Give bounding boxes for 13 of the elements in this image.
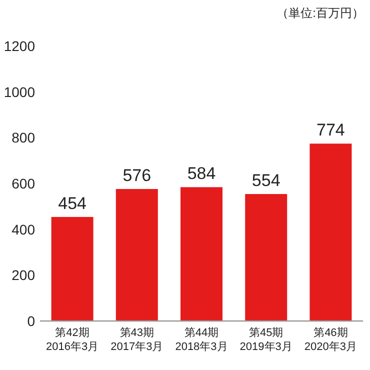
y-tick-label: 1200 xyxy=(4,38,36,54)
y-tick-label: 1000 xyxy=(4,84,36,100)
y-tick-label: 400 xyxy=(12,221,36,238)
x-tick-label: 第43期 2017年3月 xyxy=(110,327,164,353)
y-tick-label: 200 xyxy=(12,267,36,284)
y-tick-label: 800 xyxy=(12,130,36,146)
ylabel: （単位:百万円） xyxy=(276,6,364,20)
x-tick-label: 第44期 2018年3月 xyxy=(175,327,228,353)
x-tick-label: 第42期 2016年3月 xyxy=(46,327,99,353)
x-tick-label: 第45期 2019年3月 xyxy=(240,327,292,353)
y-tick-label: 600 xyxy=(12,176,36,192)
x-tick-label: 第46期 2020年3月 xyxy=(304,327,357,353)
y-tick-label: 0 xyxy=(27,313,36,329)
